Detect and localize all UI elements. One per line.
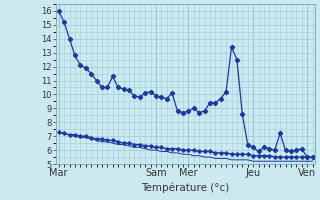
X-axis label: Température (°c): Température (°c) (141, 182, 230, 193)
